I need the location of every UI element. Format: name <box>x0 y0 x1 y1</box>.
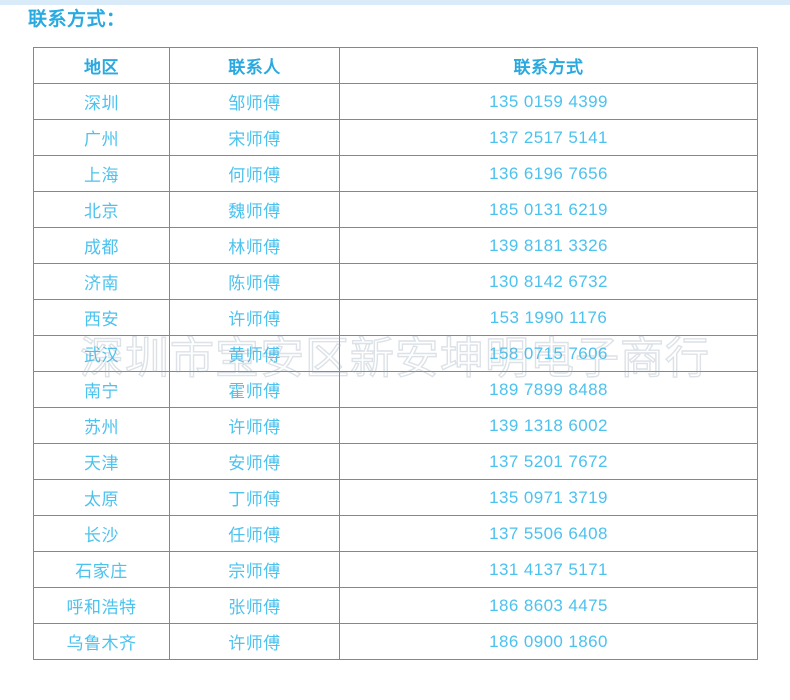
cell-contact: 许师傅 <box>169 407 340 444</box>
cell-contact: 邹师傅 <box>169 83 340 120</box>
cell-phone[interactable]: 137 2517 5141 <box>339 119 758 156</box>
cell-phone[interactable]: 186 0900 1860 <box>339 623 758 660</box>
cell-contact: 宗师傅 <box>169 551 340 588</box>
cell-contact: 魏师傅 <box>169 191 340 228</box>
table-row: 乌鲁木齐 许师傅 186 0900 1860 <box>33 623 758 660</box>
cell-phone[interactable]: 135 0159 4399 <box>339 83 758 120</box>
cell-region: 南宁 <box>33 371 170 408</box>
cell-phone[interactable]: 139 8181 3326 <box>339 227 758 264</box>
table-row: 太原 丁师傅 135 0971 3719 <box>33 479 758 516</box>
cell-region: 西安 <box>33 299 170 336</box>
cell-region: 石家庄 <box>33 551 170 588</box>
cell-contact: 许师傅 <box>169 623 340 660</box>
cell-region: 太原 <box>33 479 170 516</box>
cell-contact: 丁师傅 <box>169 479 340 516</box>
cell-region: 广州 <box>33 119 170 156</box>
cell-region: 呼和浩特 <box>33 587 170 624</box>
table-row: 深圳 邹师傅 135 0159 4399 <box>33 83 758 120</box>
cell-phone[interactable]: 158 0715 7606 <box>339 335 758 372</box>
page-title: 联系方式： <box>28 9 126 30</box>
table-row: 广州 宋师傅 137 2517 5141 <box>33 119 758 156</box>
table-row: 石家庄 宗师傅 131 4137 5171 <box>33 551 758 588</box>
table-row: 武汉 黄师傅 158 0715 7606 <box>33 335 758 372</box>
cell-contact: 陈师傅 <box>169 263 340 300</box>
cell-phone[interactable]: 137 5506 6408 <box>339 515 758 552</box>
cell-region: 北京 <box>33 191 170 228</box>
column-header-contact: 联系人 <box>169 47 340 84</box>
table-row: 西安 许师傅 153 1990 1176 <box>33 299 758 336</box>
table-body: 深圳 邹师傅 135 0159 4399 广州 宋师傅 137 2517 5141 上海 何师… <box>33 83 758 660</box>
column-header-region: 地区 <box>33 47 170 84</box>
cell-phone[interactable]: 186 8603 4475 <box>339 587 758 624</box>
cell-contact: 安师傅 <box>169 443 340 480</box>
cell-region: 成都 <box>33 227 170 264</box>
table-header: 地区 联系人 联系方式 <box>33 47 758 84</box>
cell-phone[interactable]: 130 8142 6732 <box>339 263 758 300</box>
cell-contact: 张师傅 <box>169 587 340 624</box>
cell-region: 济南 <box>33 263 170 300</box>
table-row: 苏州 许师傅 139 1318 6002 <box>33 407 758 444</box>
cell-phone[interactable]: 185 0131 6219 <box>339 191 758 228</box>
table-row: 上海 何师傅 136 6196 7656 <box>33 155 758 192</box>
cell-region: 上海 <box>33 155 170 192</box>
cell-region: 深圳 <box>33 83 170 120</box>
cell-contact: 何师傅 <box>169 155 340 192</box>
cell-phone[interactable]: 139 1318 6002 <box>339 407 758 444</box>
table-row: 济南 陈师傅 130 8142 6732 <box>33 263 758 300</box>
cell-phone[interactable]: 189 7899 8488 <box>339 371 758 408</box>
table-row: 长沙 任师傅 137 5506 6408 <box>33 515 758 552</box>
table-row: 天津 安师傅 137 5201 7672 <box>33 443 758 480</box>
top-accent-band <box>0 0 790 5</box>
cell-region: 乌鲁木齐 <box>33 623 170 660</box>
cell-contact: 许师傅 <box>169 299 340 336</box>
contact-table: 地区 联系人 联系方式 深圳 邹师傅 135 0159 4399 广州 宋师傅 137 2… <box>33 47 758 660</box>
cell-contact: 宋师傅 <box>169 119 340 156</box>
cell-region: 苏州 <box>33 407 170 444</box>
table-row: 北京 魏师傅 185 0131 6219 <box>33 191 758 228</box>
table-row: 呼和浩特 张师傅 186 8603 4475 <box>33 587 758 624</box>
cell-phone[interactable]: 153 1990 1176 <box>339 299 758 336</box>
column-header-phone: 联系方式 <box>339 47 758 84</box>
cell-contact: 任师傅 <box>169 515 340 552</box>
table-row: 成都 林师傅 139 8181 3326 <box>33 227 758 264</box>
cell-contact: 林师傅 <box>169 227 340 264</box>
cell-region: 长沙 <box>33 515 170 552</box>
cell-phone[interactable]: 135 0971 3719 <box>339 479 758 516</box>
cell-contact: 霍师傅 <box>169 371 340 408</box>
table-row: 南宁 霍师傅 189 7899 8488 <box>33 371 758 408</box>
cell-contact: 黄师傅 <box>169 335 340 372</box>
cell-phone[interactable]: 136 6196 7656 <box>339 155 758 192</box>
cell-phone[interactable]: 137 5201 7672 <box>339 443 758 480</box>
table-header-row: 地区 联系人 联系方式 <box>33 47 758 84</box>
cell-phone[interactable]: 131 4137 5171 <box>339 551 758 588</box>
cell-region: 天津 <box>33 443 170 480</box>
cell-region: 武汉 <box>33 335 170 372</box>
